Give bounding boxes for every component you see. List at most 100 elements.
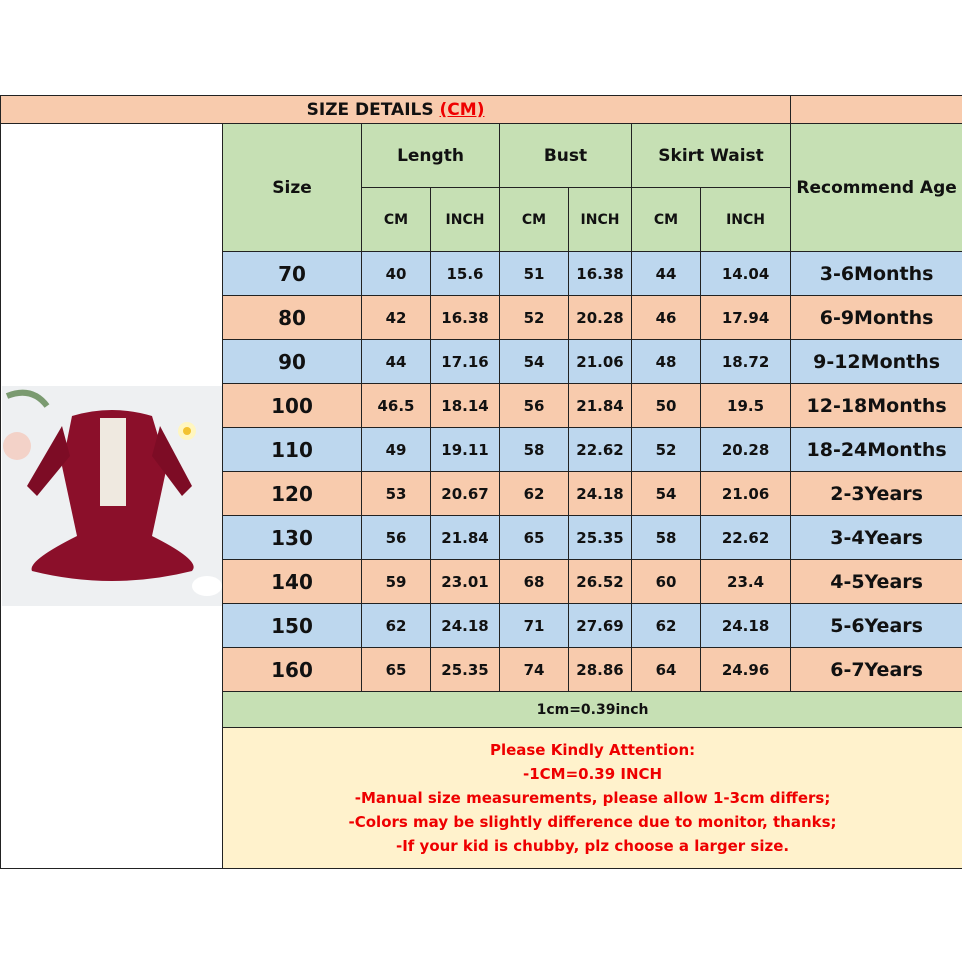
cell-bust-cm: 56 bbox=[499, 383, 569, 428]
cell-waist-cm: 60 bbox=[631, 559, 701, 604]
cell-age: 5-6Years bbox=[790, 603, 962, 648]
cell-len-cm: 65 bbox=[361, 647, 431, 692]
header-bust-inch: INCH bbox=[568, 187, 632, 252]
cell-age: 6-9Months bbox=[790, 295, 962, 340]
cell-len-cm: 40 bbox=[361, 251, 431, 296]
cell-size: 130 bbox=[222, 515, 362, 560]
cell-size: 80 bbox=[222, 295, 362, 340]
header-skirt-waist: Skirt Waist bbox=[630, 123, 792, 188]
cell-bust-in: 25.35 bbox=[568, 515, 632, 560]
table-row: 100 46.5 18.14 56 21.84 50 19.5 12-18Months bbox=[1, 383, 962, 428]
cell-size: 160 bbox=[222, 647, 362, 692]
table-row: 150 62 24.18 71 27.69 62 24.18 5-6Years bbox=[1, 603, 962, 648]
cell-size: 90 bbox=[222, 339, 362, 384]
cell-bust-in: 26.52 bbox=[568, 559, 632, 604]
cell-len-cm: 62 bbox=[361, 603, 431, 648]
cell-age: 4-5Years bbox=[790, 559, 962, 604]
cell-len-in: 25.35 bbox=[430, 647, 500, 692]
cell-waist-cm: 52 bbox=[631, 427, 701, 472]
cell-len-cm: 59 bbox=[361, 559, 431, 604]
table-title: SIZE DETAILS (CM) bbox=[0, 95, 792, 124]
cell-waist-in: 21.06 bbox=[699, 471, 792, 516]
cell-age: 3-6Months bbox=[790, 251, 962, 296]
header-length-inch: INCH bbox=[430, 187, 500, 252]
header-length: Length bbox=[361, 123, 500, 188]
cell-bust-cm: 54 bbox=[499, 339, 569, 384]
cell-len-cm: 56 bbox=[361, 515, 431, 560]
cell-waist-cm: 64 bbox=[631, 647, 701, 692]
cell-waist-cm: 46 bbox=[631, 295, 701, 340]
cell-waist-in: 17.94 bbox=[699, 295, 792, 340]
cell-waist-cm: 54 bbox=[631, 471, 701, 516]
conversion-note: 1cm=0.39inch bbox=[221, 691, 962, 728]
cell-age: 9-12Months bbox=[790, 339, 962, 384]
cell-waist-cm: 48 bbox=[631, 339, 701, 384]
cell-bust-in: 24.18 bbox=[568, 471, 632, 516]
cell-len-in: 21.84 bbox=[430, 515, 500, 560]
cell-waist-in: 24.18 bbox=[699, 603, 792, 648]
cell-waist-in: 24.96 bbox=[699, 647, 792, 692]
table-row: 140 59 23.01 68 26.52 60 23.4 4-5Years bbox=[1, 559, 962, 604]
title-text: SIZE DETAILS bbox=[306, 99, 440, 120]
header-bust: Bust bbox=[499, 123, 632, 188]
attention-line: -Colors may be slightly difference due t… bbox=[348, 813, 837, 831]
cell-waist-in: 19.5 bbox=[699, 383, 792, 428]
header-waist-inch: INCH bbox=[699, 187, 792, 252]
cell-waist-in: 23.4 bbox=[699, 559, 792, 604]
cell-len-cm: 42 bbox=[361, 295, 431, 340]
cell-bust-in: 16.38 bbox=[568, 251, 632, 296]
cell-bust-in: 21.84 bbox=[568, 383, 632, 428]
cell-waist-cm: 58 bbox=[631, 515, 701, 560]
cell-age: 18-24Months bbox=[790, 427, 962, 472]
cell-size: 110 bbox=[222, 427, 362, 472]
attention-line: Please Kindly Attention: bbox=[489, 741, 696, 759]
cell-len-in: 15.6 bbox=[430, 251, 500, 296]
size-chart-table: SIZE DETAILS (CM) Size Length Bust Skir bbox=[0, 95, 962, 869]
cell-waist-cm: 62 bbox=[631, 603, 701, 648]
cell-waist-in: 18.72 bbox=[699, 339, 792, 384]
cell-bust-cm: 74 bbox=[499, 647, 569, 692]
attention-line: -If your kid is chubby, plz choose a lar… bbox=[395, 837, 790, 855]
cell-len-in: 18.14 bbox=[430, 383, 500, 428]
cell-bust-cm: 51 bbox=[499, 251, 569, 296]
cell-waist-in: 22.62 bbox=[699, 515, 792, 560]
cell-age: 3-4Years bbox=[790, 515, 962, 560]
cell-bust-cm: 62 bbox=[499, 471, 569, 516]
cell-len-cm: 46.5 bbox=[361, 383, 431, 428]
header-bust-cm: CM bbox=[499, 187, 569, 252]
cell-bust-in: 22.62 bbox=[568, 427, 632, 472]
cell-len-in: 24.18 bbox=[430, 603, 500, 648]
cell-size: 100 bbox=[222, 383, 362, 428]
table-row: 80 42 16.38 52 20.28 46 17.94 6-9Months bbox=[1, 295, 962, 340]
cell-age: 2-3Years bbox=[790, 471, 962, 516]
header-recommend-age: Recommend Age bbox=[790, 123, 962, 252]
dress-photo bbox=[1, 386, 222, 606]
cell-age: 6-7Years bbox=[790, 647, 962, 692]
cell-age: 12-18Months bbox=[790, 383, 962, 428]
table-row: 160 65 25.35 74 28.86 64 24.96 6-7Years bbox=[1, 647, 962, 692]
cell-size: 70 bbox=[222, 251, 362, 296]
cell-len-in: 19.11 bbox=[430, 427, 500, 472]
cell-bust-in: 27.69 bbox=[568, 603, 632, 648]
cell-bust-in: 20.28 bbox=[568, 295, 632, 340]
attention-line: -Manual size measurements, please allow … bbox=[354, 789, 831, 807]
cell-waist-in: 20.28 bbox=[699, 427, 792, 472]
table-row: 120 53 20.67 62 24.18 54 21.06 2-3Years bbox=[1, 471, 962, 516]
cell-waist-cm: 50 bbox=[631, 383, 701, 428]
title-filler bbox=[790, 95, 962, 124]
header-waist-cm: CM bbox=[631, 187, 701, 252]
cell-waist-cm: 44 bbox=[631, 251, 701, 296]
cell-size: 140 bbox=[222, 559, 362, 604]
cell-len-in: 23.01 bbox=[430, 559, 500, 604]
cell-bust-cm: 52 bbox=[499, 295, 569, 340]
cell-len-cm: 44 bbox=[361, 339, 431, 384]
cell-len-in: 16.38 bbox=[430, 295, 500, 340]
cell-len-in: 17.16 bbox=[430, 339, 500, 384]
table-row: 110 49 19.11 58 22.62 52 20.28 18-24Months bbox=[1, 427, 962, 472]
cell-len-cm: 49 bbox=[361, 427, 431, 472]
cell-bust-cm: 58 bbox=[499, 427, 569, 472]
cell-size: 120 bbox=[222, 471, 362, 516]
header-length-cm: CM bbox=[361, 187, 431, 252]
attention-notes: Please Kindly Attention: -1CM=0.39 INCH -M… bbox=[221, 727, 962, 869]
product-photo-cell bbox=[0, 123, 223, 869]
